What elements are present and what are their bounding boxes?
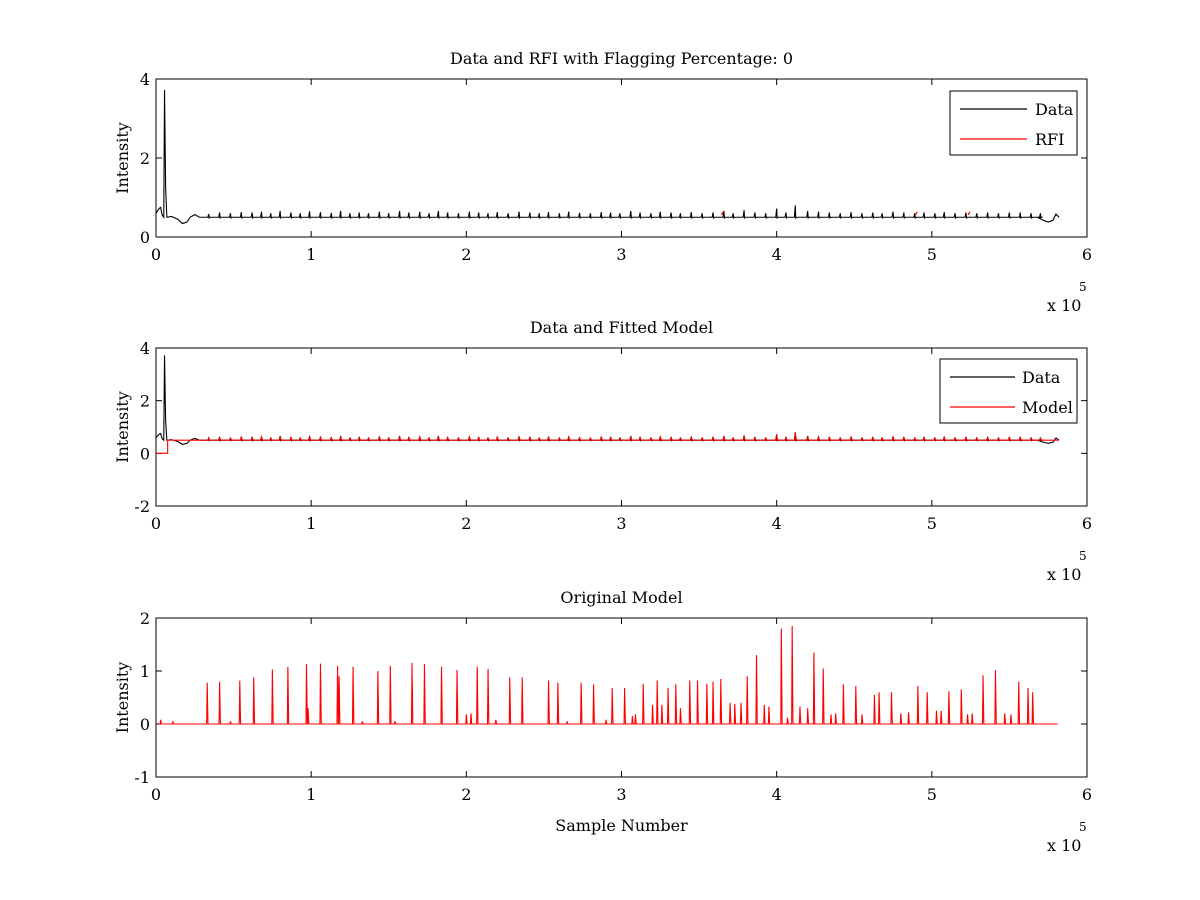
y-tick-label: 4 — [140, 339, 150, 358]
x-tick-label: 5 — [927, 514, 937, 533]
x-exponent-power: 5 — [1079, 549, 1087, 563]
x-tick-label: 5 — [927, 785, 937, 804]
x-exponent-base: x 10 — [1047, 836, 1081, 855]
chart-title: Data and Fitted Model — [530, 318, 713, 337]
series-model-line — [159, 625, 1058, 725]
y-tick-label: 2 — [140, 149, 150, 168]
series-rfi-point — [914, 211, 918, 216]
series-rfi-point — [967, 211, 971, 216]
x-exponent-power: 5 — [1079, 280, 1087, 294]
legend-entry-label: RFI — [1035, 130, 1064, 149]
x-tick-label: 3 — [616, 785, 626, 804]
series-rfi-point — [720, 211, 724, 216]
panels: 0 1 2 3 4 5 6 0 2 4 Data and RFI with Flagging Per… — [113, 49, 1092, 855]
x-tick-label: 1 — [306, 785, 316, 804]
plot-area — [159, 625, 1058, 725]
series-data-line — [156, 90, 1060, 225]
x-tick-label: 2 — [461, 245, 471, 264]
plot-area — [156, 90, 1060, 225]
x-tick-label: 4 — [772, 785, 782, 804]
legend: Data Model — [939, 358, 1078, 424]
x-tick-label: 5 — [927, 245, 937, 264]
y-tick-label: -2 — [134, 497, 150, 516]
y-axis-label: Intensity — [113, 122, 132, 194]
legend-box — [939, 358, 1078, 424]
y-tick-label: -1 — [134, 768, 150, 787]
y-tick-label: 2 — [140, 392, 150, 411]
y-tick-label: 0 — [140, 444, 150, 463]
legend-entry-label: Data — [1022, 368, 1061, 387]
x-tick-label: 2 — [461, 514, 471, 533]
x-tick-label: 3 — [616, 514, 626, 533]
x-axis-label: Sample Number — [555, 816, 688, 835]
y-tick-label: 4 — [140, 70, 150, 89]
x-exponent-power: 5 — [1079, 820, 1087, 834]
x-exponent-base: x 10 — [1047, 565, 1081, 584]
x-tick-label: 6 — [1082, 785, 1092, 804]
x-tick-label: 4 — [772, 514, 782, 533]
axes-box — [155, 347, 1088, 507]
legend-box — [949, 90, 1078, 156]
x-tick-label: 3 — [616, 245, 626, 264]
legend-entry-label: Data — [1035, 100, 1074, 119]
series-model-line — [156, 432, 1060, 454]
x-tick-label: 1 — [306, 245, 316, 264]
axes-box — [155, 78, 1088, 238]
y-tick-label: 2 — [140, 609, 150, 628]
x-exponent-base: x 10 — [1047, 296, 1081, 315]
y-axis-label: Intensity — [113, 391, 132, 463]
chart-title: Original Model — [560, 588, 682, 607]
chart-title: Data and RFI with Flagging Percentage: 0 — [450, 49, 793, 68]
x-tick-label: 0 — [151, 785, 161, 804]
y-tick-label: 1 — [140, 662, 150, 681]
x-tick-label: 1 — [306, 514, 316, 533]
axes-box — [155, 617, 1088, 778]
x-tick-label: 2 — [461, 785, 471, 804]
y-tick-label: 0 — [140, 715, 150, 734]
x-tick-label: 6 — [1082, 514, 1092, 533]
x-tick-label: 6 — [1082, 245, 1092, 264]
x-tick-label: 0 — [151, 514, 161, 533]
panel-1: 0 1 2 3 4 5 6 0 2 4 Data and RFI with Flagging Per… — [113, 49, 1092, 315]
legend-entry-label: Model — [1022, 398, 1073, 417]
plot-area — [156, 355, 1060, 454]
y-tick-label: 0 — [140, 228, 150, 247]
legend: Data RFI — [949, 90, 1078, 156]
x-tick-label: 0 — [151, 245, 161, 264]
x-tick-label: 4 — [772, 245, 782, 264]
y-axis-label: Intensity — [113, 662, 132, 734]
